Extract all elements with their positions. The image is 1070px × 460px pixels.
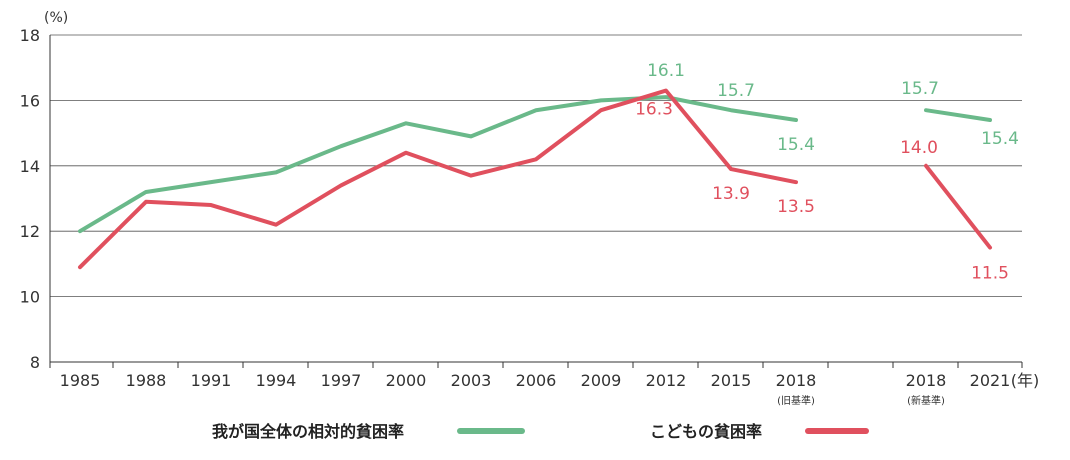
x-tick-label: 2009 — [581, 371, 622, 390]
x-axis-unit: (年) — [1011, 371, 1040, 390]
x-tick-label: 2018 — [906, 371, 947, 390]
series-line-children-0 — [78, 88, 798, 270]
y-tick-label: 16 — [20, 91, 40, 110]
x-tick-label: 1988 — [126, 371, 167, 390]
data-label-children: 16.3 — [635, 100, 673, 120]
x-tick-label: 2003 — [451, 371, 492, 390]
series-line-overall-1 — [924, 108, 992, 123]
data-label-children: 13.9 — [712, 184, 750, 204]
grid-lines — [50, 34, 1022, 298]
axes: 8 10 12 14 16 18(%) 1985 1988 1991 1994 1997 2000 20… — [20, 10, 1040, 407]
x-tick-label: 1985 — [60, 371, 101, 390]
y-tick-label: 14 — [20, 157, 40, 176]
x-tick-sublabel: (新基準) — [907, 394, 945, 407]
y-tick-label: 10 — [20, 288, 40, 307]
data-label-children: 11.5 — [971, 264, 1009, 284]
data-label-overall: 15.4 — [981, 129, 1019, 149]
data-label-overall: 15.4 — [777, 135, 815, 155]
series-line-children-1 — [924, 163, 992, 250]
x-tick-label: 1991 — [191, 371, 232, 390]
x-tick-sublabel: (旧基準) — [777, 394, 815, 407]
y-tick-label: 12 — [20, 222, 40, 241]
data-label-overall: 16.1 — [647, 61, 685, 81]
series-line-overall-0 — [78, 95, 798, 234]
data-label-overall: 15.7 — [717, 81, 755, 101]
legend-label-children: こどもの貧困率 — [650, 422, 762, 441]
x-tick-label: 2015 — [711, 371, 752, 390]
x-tick-label: 1994 — [256, 371, 297, 390]
legend: 我が国全体の相対的貧困率 こどもの貧困率 — [212, 422, 869, 441]
x-tick-label: 2006 — [516, 371, 557, 390]
x-tick-label: 1997 — [321, 371, 362, 390]
y-tick-label: 18 — [20, 26, 40, 45]
legend-label-overall: 我が国全体の相対的貧困率 — [212, 422, 404, 441]
y-axis-unit: (%) — [44, 10, 68, 26]
x-tick-label: 2021 — [970, 371, 1011, 390]
y-tick-label: 8 — [30, 353, 40, 372]
x-tick-label: 2000 — [386, 371, 427, 390]
series-lines — [78, 88, 992, 270]
data-label-children: 14.0 — [900, 138, 938, 158]
data-label-children: 13.5 — [777, 197, 815, 217]
data-label-overall: 15.7 — [901, 79, 939, 99]
x-tick-label: 2018 — [776, 371, 817, 390]
data-labels: 16.1 15.7 15.4 15.7 15.4 16.3 13.9 13.5 14.0 11.5 — [635, 61, 1019, 283]
x-tick-label: 2012 — [646, 371, 687, 390]
